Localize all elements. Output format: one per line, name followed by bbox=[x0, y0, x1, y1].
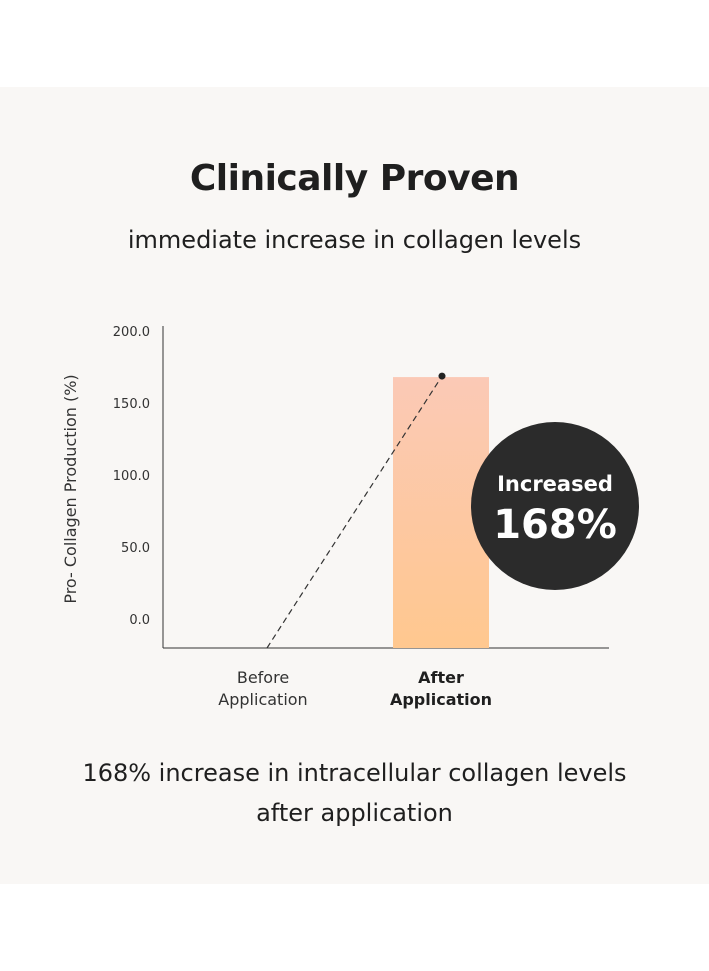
y-tick-label: 0.0 bbox=[129, 613, 150, 628]
y-tick-label: 200.0 bbox=[113, 325, 150, 340]
x-category-after-line1: After bbox=[418, 668, 464, 687]
badge-label: Increased bbox=[497, 472, 613, 496]
y-tick-labels: 0.0 50.0 100.0 150.0 200.0 bbox=[113, 325, 150, 628]
badge-value: 168% bbox=[493, 502, 617, 548]
y-axis-label: Pro- Collagen Production (%) bbox=[61, 374, 80, 603]
y-tick-label: 150.0 bbox=[113, 397, 150, 412]
footnote-line2: after application bbox=[256, 799, 453, 827]
y-tick-label: 50.0 bbox=[121, 541, 150, 556]
trend-dashed-line bbox=[266, 375, 443, 649]
page-title: Clinically Proven bbox=[189, 158, 520, 199]
page-subtitle: immediate increase in collagen levels bbox=[127, 226, 582, 254]
footnote: 168% increase in intracellular collagen … bbox=[0, 753, 709, 833]
x-category-before-line2: Application bbox=[218, 690, 307, 709]
increase-badge bbox=[471, 422, 639, 590]
y-tick-label: 100.0 bbox=[113, 469, 150, 484]
x-category-after-line2: Application bbox=[390, 690, 492, 709]
trend-endpoint-dot bbox=[438, 372, 446, 380]
x-category-before-line1: Before bbox=[237, 668, 289, 687]
footnote-line1: 168% increase in intracellular collagen … bbox=[82, 759, 627, 787]
